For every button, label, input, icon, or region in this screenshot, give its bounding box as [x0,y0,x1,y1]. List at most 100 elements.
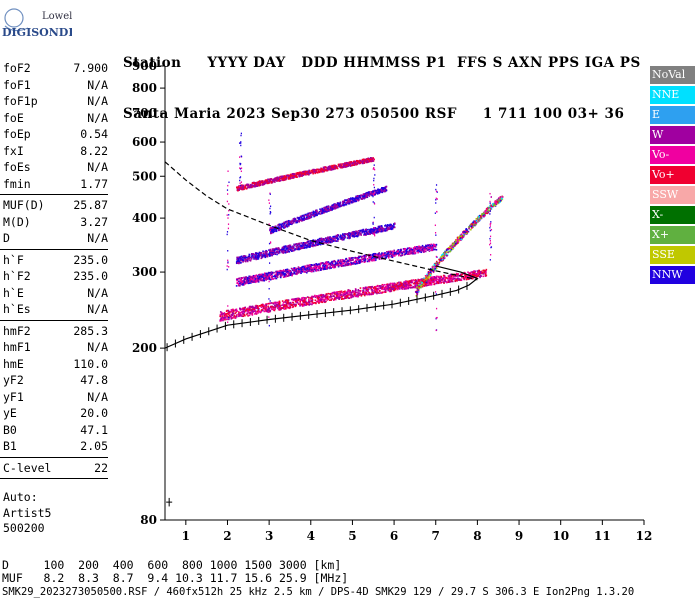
echo-point [306,270,309,273]
echo-point [473,270,475,272]
echo-point [346,295,349,297]
echo-point [283,251,286,253]
echo-point [278,305,280,307]
echo-point [366,191,369,194]
echo-point [412,251,415,253]
echo-point [443,282,445,284]
echo-point [319,243,322,246]
echo-point [318,212,320,215]
echo-point [302,244,304,246]
echo-point [241,283,243,286]
echo-point [293,299,295,302]
echo-point [339,260,342,263]
echo-point [476,270,479,272]
echo-point [255,311,257,314]
echo-point [341,235,343,238]
echo-point [400,250,403,253]
echo-point [383,229,385,231]
echo-point [442,277,444,279]
echo-point [257,258,260,260]
echo-point [343,290,345,293]
echo-point [282,272,285,274]
echo-point [259,277,262,280]
echo-point [274,304,276,307]
echo-point [395,283,397,286]
echo-point [304,246,306,249]
echo-point [392,283,395,285]
echo-point [304,271,307,273]
echo-point [261,275,264,277]
echo-point [260,279,262,282]
echo-point [408,249,411,252]
param-value: 110.0 [73,356,108,371]
echo-point [226,318,229,320]
echo-point [364,258,367,261]
echo-point [481,272,484,275]
x-tick-label: 1 [182,529,190,543]
echo-point [318,267,320,269]
echo-point [242,315,244,317]
echo-point [327,298,329,301]
echo-point [344,290,346,293]
echo-point [467,271,469,274]
echo-point [231,314,234,317]
echo-point [358,256,361,259]
echo-point [371,231,373,234]
echo-point [330,239,333,242]
echo-point [421,248,424,250]
legend-entry: SSE [650,246,695,264]
echo-point [387,254,390,257]
echo-point [308,268,311,271]
echo-point [456,278,458,281]
echo-point [369,286,371,288]
echo-point [270,273,273,276]
echo-point [355,257,357,260]
echo-point [269,306,272,309]
echo-point [318,294,320,297]
echo-point [393,222,396,225]
echo-point [243,260,245,262]
echo-point [341,258,344,261]
echo-point [350,293,353,296]
y-tick-label: 700 [132,106,157,120]
echo-point [353,236,356,238]
echo-point [287,246,289,249]
echo-point [236,313,238,316]
echo-point [384,255,387,257]
echo-point [411,286,414,289]
echo-point [342,238,345,241]
echo-point [327,207,329,210]
echo-point [477,272,479,275]
echo-point [236,186,238,188]
echo-point [236,257,239,260]
echo-point [370,286,373,288]
echo-point [347,165,350,167]
echo-point [302,245,305,247]
echo-point [310,213,312,215]
echo-point [344,295,346,298]
echo-point [285,304,288,307]
echo-point [439,282,442,284]
echo-point [409,286,411,289]
echo-point [275,229,278,231]
autoscaling-text: Artist5 [3,505,52,520]
echo-point [443,278,446,281]
echo-point [403,281,405,284]
echo-point [278,247,280,250]
echo-point [307,266,310,269]
echo-point [424,249,426,251]
echo-point [377,191,379,194]
echo-point [401,252,404,255]
echo-point [372,254,374,257]
logo-line1: Lowell [42,11,72,22]
echo-point [279,226,282,229]
echo-point [301,219,304,222]
echo-point [380,189,383,192]
echo-point [251,314,254,316]
echo-point [282,276,285,278]
echo-point [351,198,353,201]
echo-point [323,295,326,298]
x-tick-label: 7 [432,529,440,543]
echo-point [309,298,312,300]
echo-point [306,213,308,216]
